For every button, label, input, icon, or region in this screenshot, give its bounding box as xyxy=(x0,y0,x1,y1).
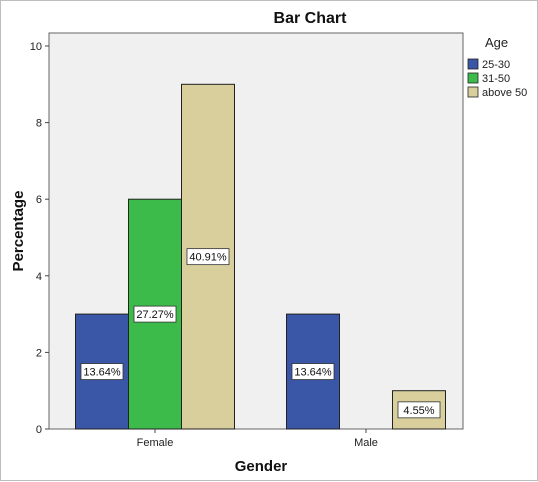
chart-title: Bar Chart xyxy=(274,10,348,27)
legend-swatch xyxy=(467,72,479,84)
x-axis-title: Gender xyxy=(235,458,288,475)
legend-title: Age xyxy=(485,35,508,50)
bars: 13.64% 27.27% 40.91% 13.64% 4.55% xyxy=(75,83,446,430)
legend-label: above 50 xyxy=(482,87,527,99)
y-axis: 0 2 4 6 8 10 xyxy=(30,41,49,436)
y-tick-label: 10 xyxy=(30,41,42,53)
data-label: 13.64% xyxy=(83,367,121,379)
data-label: 4.55% xyxy=(403,405,434,417)
legend-label: 31-50 xyxy=(482,73,510,85)
x-tick-label: Male xyxy=(354,437,378,449)
y-tick-label: 2 xyxy=(36,347,42,359)
data-label: 40.91% xyxy=(189,252,227,264)
y-tick-label: 4 xyxy=(36,271,42,283)
legend-label: 25-30 xyxy=(482,59,510,71)
legend: Age 25-30 31-50 above 50 xyxy=(467,35,527,99)
data-label-box xyxy=(397,401,441,419)
data-label: 13.64% xyxy=(294,367,332,379)
data-label-box xyxy=(186,248,230,266)
y-tick-label: 6 xyxy=(36,194,42,206)
x-axis: Female Male xyxy=(137,429,378,449)
y-axis-title: Percentage xyxy=(10,191,27,272)
data-label: 27.27% xyxy=(136,309,174,321)
x-tick-label: Female xyxy=(137,437,174,449)
data-label-box xyxy=(133,305,177,323)
data-label-box xyxy=(291,363,335,380)
legend-swatch xyxy=(467,86,479,98)
y-tick-label: 8 xyxy=(36,118,42,130)
legend-swatch xyxy=(467,58,479,70)
y-tick-label: 0 xyxy=(36,424,42,436)
data-label-box xyxy=(80,363,124,380)
